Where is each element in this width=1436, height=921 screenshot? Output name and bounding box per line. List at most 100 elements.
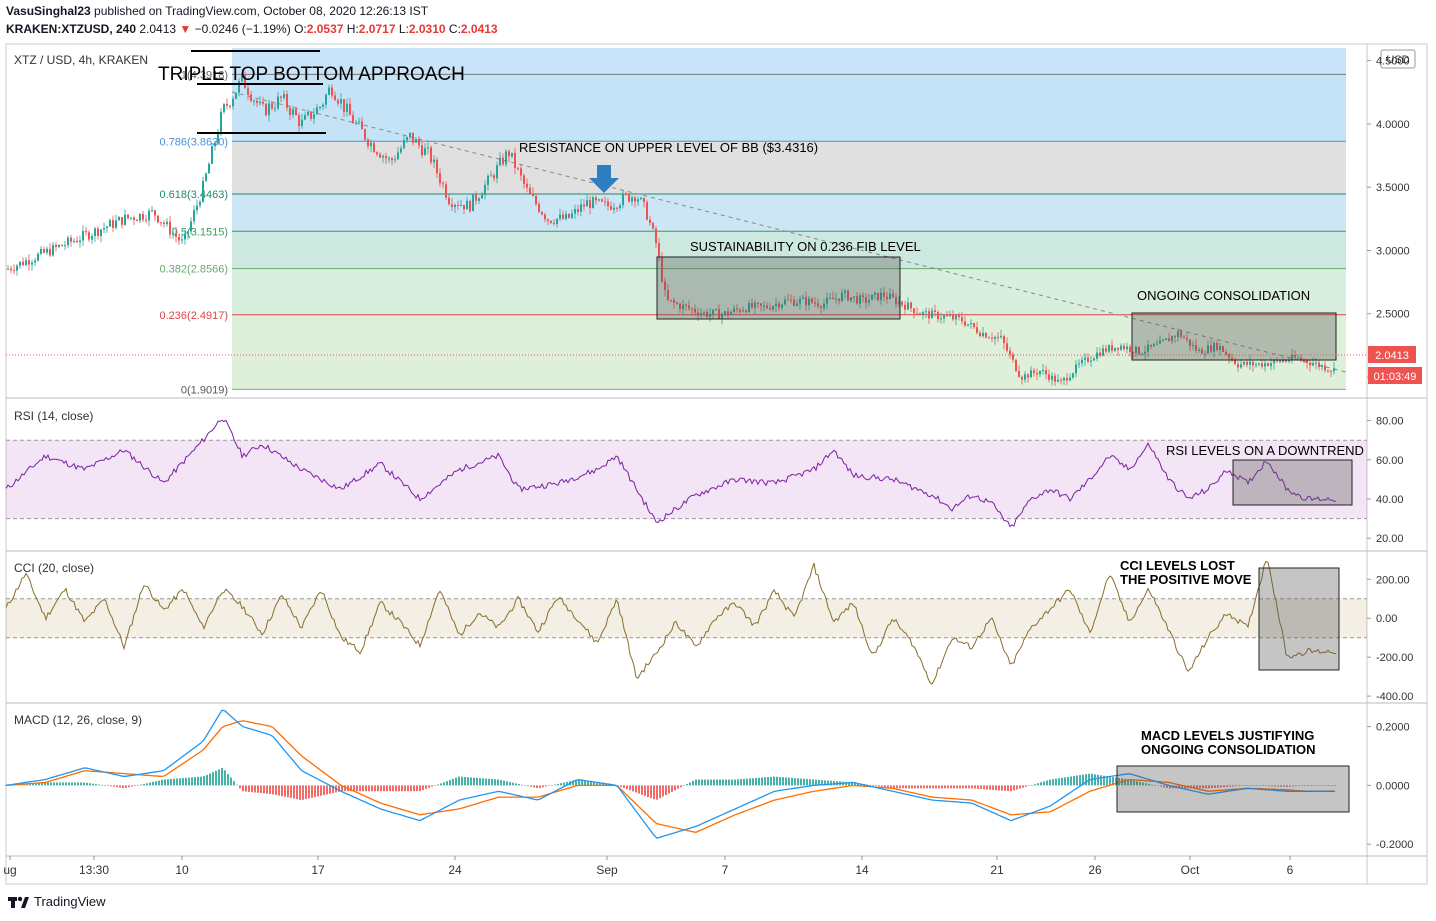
- macd-hist-bar: [470, 777, 472, 786]
- macd-hist-bar: [473, 777, 475, 786]
- macd-hist-bar: [743, 778, 745, 786]
- macd-hist-bar: [659, 785, 661, 799]
- candle-body: [535, 195, 537, 204]
- candle-body: [820, 306, 822, 308]
- candle-body: [907, 302, 909, 310]
- macd-hist-bar: [1118, 777, 1120, 786]
- macd-hist-bar: [452, 778, 454, 786]
- macd-hist-bar: [617, 785, 619, 786]
- currency-box[interactable]: [1380, 49, 1416, 69]
- candle-body: [451, 204, 453, 208]
- macd-hist-bar: [1109, 776, 1111, 786]
- macd-hist-bar: [719, 779, 721, 786]
- macd-hist-bar: [818, 779, 820, 786]
- macd-hist-bar: [1313, 785, 1315, 786]
- candle-body: [565, 213, 567, 219]
- candle-body: [982, 333, 984, 337]
- candle-body: [16, 265, 18, 271]
- candle-body: [955, 315, 957, 320]
- macd-hist-bar: [710, 779, 712, 786]
- macd-hist-bar: [1058, 778, 1060, 786]
- candle-body: [127, 214, 129, 219]
- macd-hist-bar: [647, 785, 649, 797]
- candle-body: [28, 260, 30, 265]
- macd-hist-bar: [554, 784, 556, 786]
- candle-body: [1249, 361, 1251, 365]
- macd-hist-bar: [737, 779, 739, 786]
- macd-hist-bar: [560, 783, 562, 786]
- macd-hist-bar: [140, 784, 142, 786]
- candle-body: [682, 304, 684, 310]
- macd-hist-bar: [1169, 785, 1171, 789]
- macd-hist-bar: [815, 779, 817, 786]
- candle-body: [199, 201, 201, 206]
- macd-hist-bar: [1316, 785, 1318, 786]
- macd-hist-bar: [26, 783, 28, 786]
- candle-body: [406, 137, 408, 141]
- chart-canvas[interactable]: 1(4.3918) 0.786(3.8630) 0.618(3.4463) 0.5(3…: [0, 0, 1436, 890]
- macd-hist-bar: [131, 785, 133, 787]
- macd-hist-bar: [626, 785, 628, 790]
- annotation-line: THE POSITIVE MOVE: [1120, 572, 1252, 587]
- candle-body: [691, 308, 693, 310]
- candle-body: [1099, 352, 1101, 356]
- macd-hist-bar: [1247, 785, 1249, 786]
- macd-hist-bar: [539, 785, 541, 788]
- macd-hist-bar: [74, 782, 76, 786]
- candle-body: [442, 183, 444, 185]
- candle-body: [421, 145, 423, 156]
- candle-body: [304, 115, 306, 120]
- candle-body: [349, 103, 351, 116]
- macd-hist-bar: [890, 785, 892, 789]
- candle-body: [694, 308, 696, 313]
- fib-level-label: 0.5(3.1515): [172, 226, 228, 238]
- candle-body: [229, 105, 231, 107]
- candle-body: [394, 159, 396, 161]
- candle-body: [856, 296, 858, 304]
- macd-hist-bar: [1028, 785, 1030, 786]
- macd-hist-bar: [1061, 777, 1063, 786]
- candle-body: [136, 220, 138, 222]
- candle-body: [727, 311, 729, 315]
- candle-body: [52, 244, 54, 256]
- price-tick-label: 3.0000: [1376, 245, 1410, 257]
- candle-body: [787, 299, 789, 301]
- candle-body: [904, 304, 906, 310]
- macd-hist-bar: [758, 777, 760, 786]
- candle-body: [400, 148, 402, 153]
- candle-body: [100, 229, 102, 236]
- candle-body: [157, 215, 159, 223]
- countdown-text: 01:03:49: [1374, 371, 1417, 383]
- candle-body: [58, 245, 60, 247]
- time-tick-label: 14: [855, 863, 869, 877]
- candle-body: [196, 205, 198, 211]
- candle-body: [610, 206, 612, 210]
- candle-body: [1060, 379, 1062, 381]
- macd-hist-bar: [257, 785, 259, 793]
- macd-hist-bar: [1289, 785, 1291, 787]
- footer-brand: TradingView: [34, 894, 106, 909]
- candle-body: [802, 297, 804, 299]
- macd-hist-bar: [332, 785, 334, 794]
- candle-body: [184, 233, 186, 240]
- macd-hist-bar: [266, 785, 268, 794]
- candle-body: [289, 107, 291, 115]
- macd-hist-bar: [728, 779, 730, 786]
- macd-hist-bar: [593, 781, 595, 786]
- candle-body: [427, 147, 429, 149]
- macd-hist-bar: [299, 785, 301, 800]
- candle-body: [121, 217, 123, 225]
- time-tick-label: Sep: [596, 863, 618, 877]
- candle-body: [952, 315, 954, 320]
- macd-hist-bar: [731, 779, 733, 786]
- down-arrow-icon: ▼: [179, 22, 192, 36]
- macd-hist-bar: [1145, 783, 1147, 786]
- candle-body: [1327, 370, 1329, 372]
- footer: TradingView: [8, 894, 106, 909]
- time-tick-label: 6: [1287, 863, 1294, 877]
- macd-hist-bar: [497, 779, 499, 786]
- macd-hist-bar: [215, 770, 217, 786]
- macd-hist-bar: [851, 782, 853, 786]
- candle-body: [1279, 360, 1281, 362]
- macd-hist-bar: [1049, 779, 1051, 786]
